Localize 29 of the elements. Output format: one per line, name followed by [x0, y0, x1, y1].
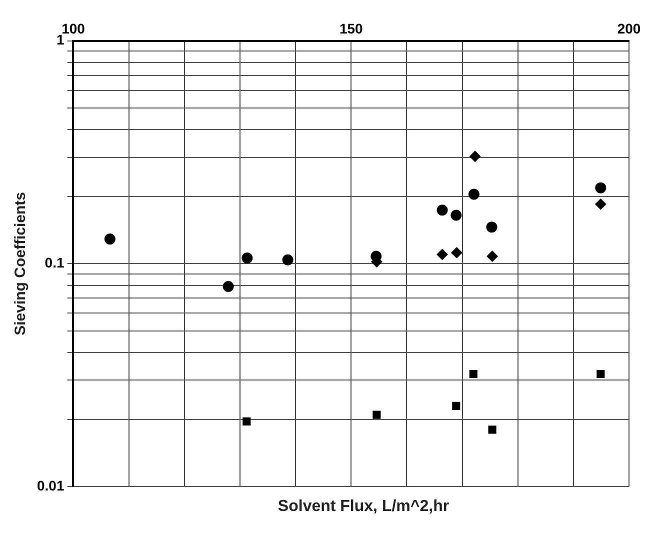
- y-axis-title: Sieving Coefficients: [12, 192, 30, 336]
- point: [486, 222, 498, 233]
- point: [370, 250, 382, 262]
- point: [242, 417, 251, 426]
- point: [596, 370, 605, 378]
- y-tick-label: 0.1: [44, 254, 64, 271]
- y-tick-label: 0.01: [37, 477, 64, 494]
- point: [595, 198, 606, 210]
- point: [436, 204, 448, 216]
- point: [469, 370, 478, 378]
- point: [282, 254, 294, 266]
- point: [452, 402, 460, 410]
- x-tick-label: 150: [339, 20, 364, 36]
- point: [222, 281, 234, 292]
- point: [450, 210, 462, 221]
- x-tick-label: 100: [62, 20, 86, 36]
- y-tick-label: 1: [56, 32, 64, 48]
- x-tick-label: 200: [617, 20, 641, 36]
- point: [242, 252, 253, 264]
- point: [468, 188, 480, 200]
- x-axis-title: Solvent Flux, L/m^2,hr: [276, 498, 450, 516]
- point: [104, 234, 116, 245]
- point: [486, 250, 498, 262]
- point: [451, 247, 462, 258]
- point: [470, 150, 481, 162]
- point: [436, 248, 448, 260]
- point: [595, 182, 606, 194]
- point: [372, 410, 381, 419]
- point: [488, 426, 496, 434]
